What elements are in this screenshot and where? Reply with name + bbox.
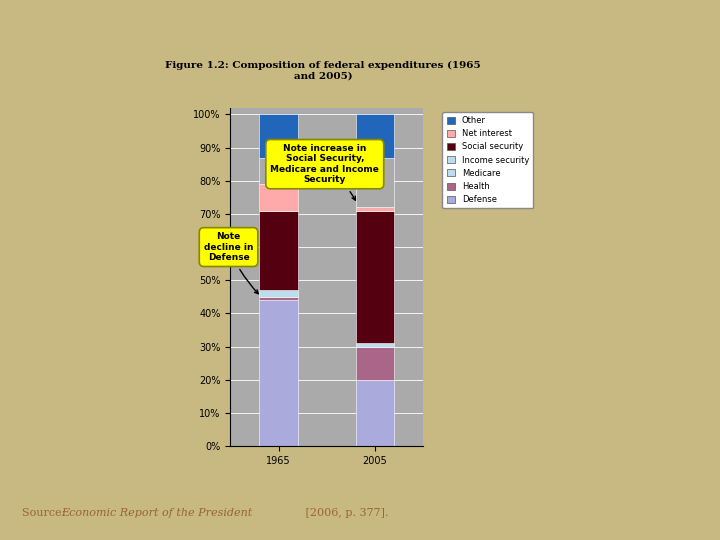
Bar: [259, 184, 298, 211]
Bar: [259, 300, 298, 446]
Bar: [356, 380, 394, 446]
Text: Source:: Source:: [22, 508, 72, 518]
Bar: [259, 290, 298, 297]
Text: Note
decline in
Defense: Note decline in Defense: [204, 232, 258, 294]
Bar: [356, 158, 394, 207]
Bar: [259, 158, 298, 184]
Text: Figure 1.2: Composition of federal expenditures (1965
and 2005): Figure 1.2: Composition of federal expen…: [165, 61, 481, 80]
Legend: Other, Net interest, Social security, Income security, Medicare, Health, Defense: Other, Net interest, Social security, In…: [443, 112, 534, 208]
Bar: [356, 347, 394, 380]
Bar: [356, 211, 394, 343]
Text: [2006, p. 377].: [2006, p. 377].: [302, 508, 389, 518]
Bar: [356, 114, 394, 158]
Text: Economic Report of the President: Economic Report of the President: [61, 508, 253, 518]
Text: Note increase in
Social Security,
Medicare and Income
Security: Note increase in Social Security, Medica…: [270, 144, 379, 200]
Bar: [259, 297, 298, 300]
Bar: [259, 211, 298, 290]
Bar: [259, 114, 298, 158]
Bar: [356, 343, 394, 347]
Bar: [356, 207, 394, 211]
